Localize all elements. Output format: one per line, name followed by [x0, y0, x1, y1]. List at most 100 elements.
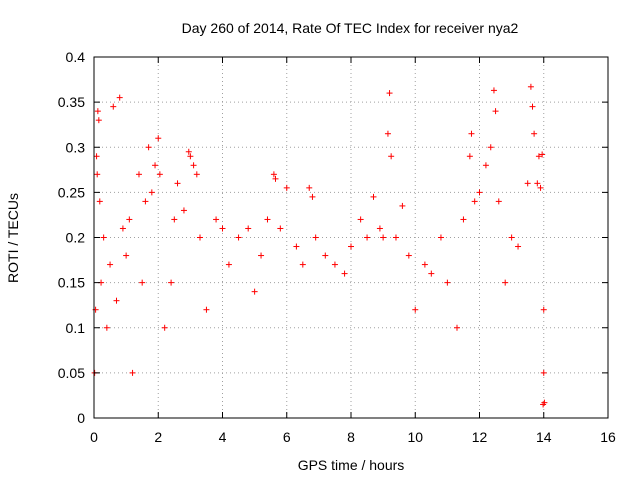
data-point — [306, 184, 313, 191]
data-point — [168, 279, 175, 286]
data-point — [264, 216, 271, 223]
data-point — [94, 108, 101, 115]
data-point — [94, 171, 101, 178]
data-point — [283, 184, 290, 191]
data-point — [487, 144, 494, 151]
data-point — [197, 234, 204, 241]
data-point — [392, 234, 399, 241]
data-point — [531, 130, 538, 137]
data-point — [482, 162, 489, 169]
tick-labels: 0 2 4 6 8 10 12 14 16 0 0.05 0.1 0.15 0.2 0.25 0.3 0.35 0… — [58, 49, 616, 445]
data-point — [161, 324, 168, 331]
data-point — [539, 151, 546, 158]
data-point — [180, 207, 187, 214]
data-point — [293, 243, 300, 250]
data-point — [156, 171, 163, 178]
data-point — [312, 234, 319, 241]
data-point — [421, 261, 428, 268]
data-point — [272, 175, 279, 182]
data-point — [126, 216, 133, 223]
y-tick-label: 0.1 — [66, 320, 86, 336]
data-point — [142, 198, 149, 205]
data-point — [502, 279, 509, 286]
data-point — [527, 83, 534, 90]
data-point — [174, 180, 181, 187]
data-point — [495, 198, 502, 205]
data-point — [460, 216, 467, 223]
data-point — [245, 225, 252, 232]
data-point — [116, 94, 123, 101]
y-tick-label: 0 — [77, 410, 85, 426]
data-point — [524, 180, 531, 187]
y-tick-label: 0.2 — [66, 230, 86, 246]
data-point — [103, 324, 110, 331]
data-point — [107, 261, 114, 268]
data-point — [309, 193, 316, 200]
data-point — [437, 234, 444, 241]
data-point — [540, 369, 547, 376]
data-point — [471, 198, 478, 205]
data-point — [113, 297, 120, 304]
data-point — [93, 153, 100, 160]
data-point — [95, 117, 102, 124]
data-point — [123, 252, 130, 259]
data-point — [235, 234, 242, 241]
data-point — [388, 153, 395, 160]
data-point — [376, 225, 383, 232]
x-axis-label: GPS time / hours — [298, 457, 405, 473]
data-point — [508, 234, 515, 241]
data-point — [219, 225, 226, 232]
data-point — [466, 153, 473, 160]
data-point — [364, 234, 371, 241]
x-tick-label: 6 — [283, 429, 291, 445]
x-tick-label: 10 — [407, 429, 423, 445]
data-point — [148, 189, 155, 196]
data-point — [299, 261, 306, 268]
data-point — [96, 198, 103, 205]
y-tick-label: 0.25 — [58, 184, 85, 200]
y-tick-label: 0.15 — [58, 275, 85, 291]
data-point — [468, 130, 475, 137]
data-point — [270, 171, 277, 178]
y-tick-label: 0.05 — [58, 365, 85, 381]
data-point — [535, 153, 542, 160]
data-point — [213, 216, 220, 223]
x-tick-label: 12 — [472, 429, 488, 445]
data-point — [193, 171, 200, 178]
data-point — [348, 243, 354, 250]
data-point — [258, 252, 265, 259]
data-point — [145, 144, 152, 151]
data-point — [100, 234, 107, 241]
data-point — [357, 216, 364, 223]
x-tick-label: 8 — [347, 429, 355, 445]
data-point — [412, 306, 419, 313]
x-tick-label: 4 — [219, 429, 227, 445]
data-point — [537, 184, 544, 191]
x-tick-label: 14 — [536, 429, 552, 445]
data-point — [540, 401, 547, 408]
data-point — [277, 225, 284, 232]
y-tick-label: 0.3 — [66, 139, 86, 155]
data-point — [428, 270, 435, 277]
x-tick-label: 0 — [90, 429, 98, 445]
data-point — [529, 103, 536, 110]
data-point — [370, 193, 377, 200]
data-point — [534, 180, 541, 187]
chart-title: Day 260 of 2014, Rate Of TEC Index for r… — [182, 20, 519, 36]
data-point — [119, 225, 126, 232]
data-point — [190, 162, 197, 169]
x-tick-label: 16 — [600, 429, 616, 445]
data-point — [185, 148, 192, 155]
data-point — [171, 216, 178, 223]
data-point — [492, 108, 499, 115]
grid-lines — [94, 57, 608, 418]
data-point — [341, 270, 348, 277]
y-tick-label: 0.35 — [58, 94, 85, 110]
data-point — [322, 252, 329, 259]
data-point — [386, 90, 393, 97]
data-point — [444, 279, 451, 286]
data-point — [454, 324, 461, 331]
data-point — [405, 252, 412, 259]
y-tick-label: 0.4 — [66, 49, 86, 65]
